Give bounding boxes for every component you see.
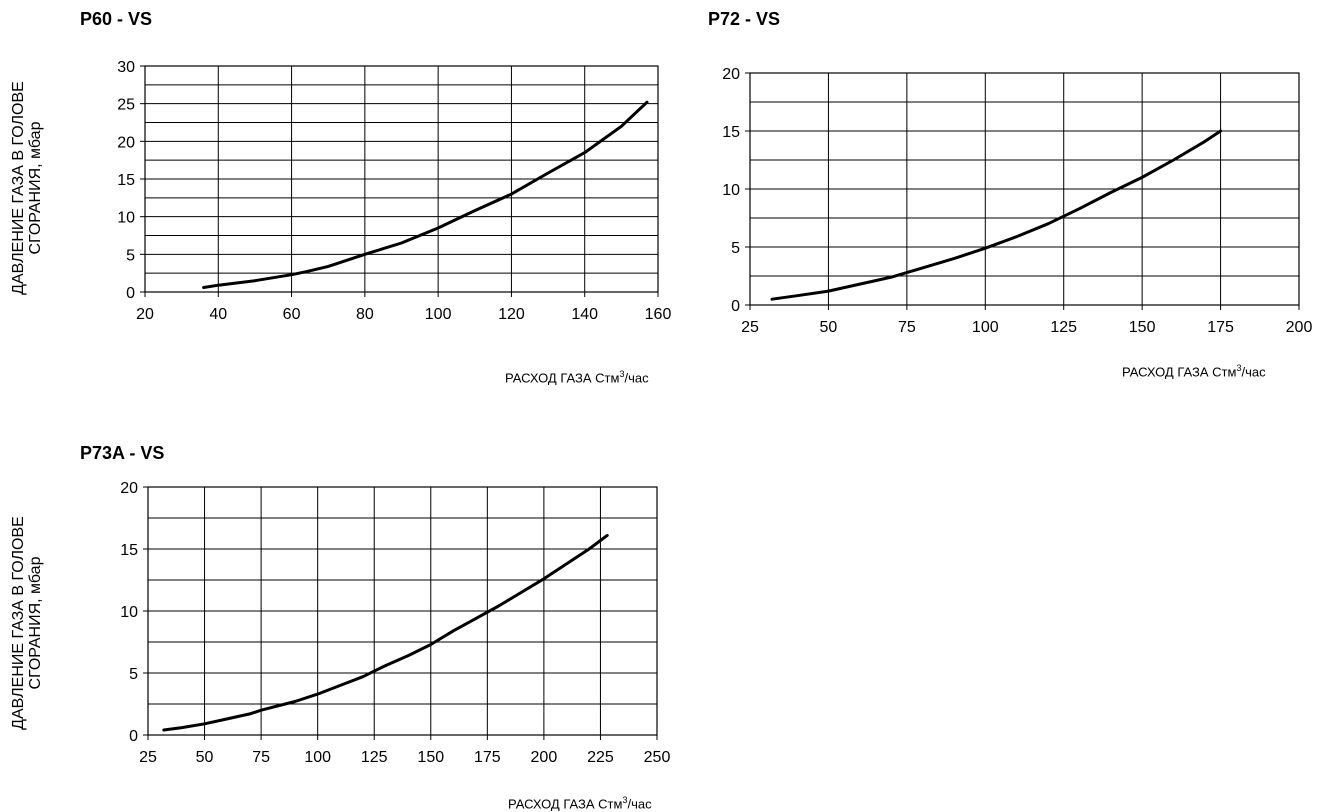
y-tick-label: 10: [722, 182, 740, 199]
x-tick-label: 200: [531, 749, 558, 766]
x-axis-label-p60: РАСХОД ГАЗА Стм3/час: [505, 369, 649, 385]
series-line: [202, 100, 649, 289]
x-axis-label-sup: 3: [619, 369, 625, 379]
x-tick-label: 60: [283, 306, 301, 323]
y-tick-label: 5: [126, 247, 135, 264]
y-tick-label: 15: [722, 124, 740, 141]
x-tick-label: 140: [571, 306, 598, 323]
y-tick-label: 20: [722, 66, 740, 83]
x-tick-label: 75: [898, 319, 916, 336]
series-line: [162, 533, 609, 732]
x-axis-label-main: РАСХОД ГАЗА Стм: [508, 796, 623, 812]
y-tick-label: 30: [117, 59, 135, 76]
x-tick-label: 50: [196, 749, 214, 766]
y-tick-label: 10: [117, 210, 135, 227]
x-axis-label-tail: /час: [624, 370, 649, 386]
x-axis-label-tail: /час: [1241, 364, 1266, 380]
x-axis-label-main: РАСХОД ГАЗА Стм: [1122, 364, 1237, 380]
x-tick-label: 120: [498, 306, 525, 323]
x-tick-label: 125: [361, 749, 388, 766]
x-tick-label: 150: [417, 749, 444, 766]
series-line: [770, 129, 1223, 301]
x-tick-label: 200: [1286, 319, 1313, 336]
y-tick-label: 15: [117, 172, 135, 189]
x-tick-label: 125: [1050, 319, 1077, 336]
chart-title-p73a: P73A - VS: [80, 443, 165, 463]
x-tick-label: 80: [356, 306, 374, 323]
x-axis-label-tail: /час: [627, 796, 652, 812]
x-tick-label: 250: [644, 749, 671, 766]
x-axis-label-sup: 3: [622, 795, 628, 805]
x-tick-label: 25: [741, 319, 759, 336]
x-tick-label: 40: [209, 306, 227, 323]
chart-title-p72: P72 - VS: [708, 9, 781, 29]
x-tick-label: 150: [1129, 319, 1156, 336]
chart-title-p60: P60 - VS: [80, 9, 153, 29]
x-axis-label-main: РАСХОД ГАЗА Стм: [505, 370, 620, 386]
y-tick-label: 0: [126, 285, 135, 302]
y-tick-label: 5: [731, 240, 740, 257]
x-tick-label: 100: [425, 306, 452, 323]
y-tick-label: 20: [117, 134, 135, 151]
x-tick-label: 50: [820, 319, 838, 336]
x-axis-label-p73a: РАСХОД ГАЗА Стм3/час: [508, 795, 652, 811]
y-tick-label: 25: [117, 97, 135, 114]
y-tick-label: 15: [120, 542, 138, 559]
x-tick-label: 75: [252, 749, 270, 766]
y-tick-label: 20: [120, 480, 138, 497]
x-tick-label: 175: [474, 749, 501, 766]
x-tick-label: 25: [139, 749, 157, 766]
x-tick-label: 225: [587, 749, 614, 766]
x-tick-label: 100: [304, 749, 331, 766]
x-tick-label: 160: [645, 306, 672, 323]
y-tick-label: 0: [129, 728, 138, 745]
x-tick-label: 20: [136, 306, 154, 323]
x-axis-label-p72: РАСХОД ГАЗА Стм3/час: [1122, 363, 1266, 379]
x-axis-label-sup: 3: [1236, 363, 1242, 373]
y-tick-label: 5: [129, 666, 138, 683]
y-tick-label: 0: [731, 298, 740, 315]
x-tick-label: 175: [1207, 319, 1234, 336]
y-tick-label: 10: [120, 604, 138, 621]
x-tick-label: 100: [972, 319, 999, 336]
